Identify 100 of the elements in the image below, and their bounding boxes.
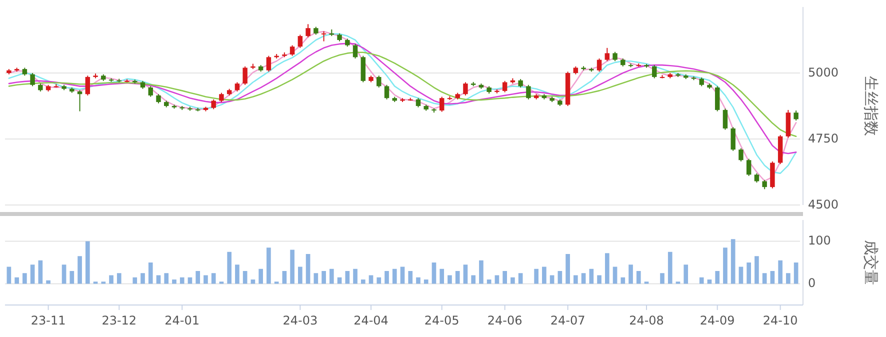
bar <box>132 277 138 284</box>
bar <box>479 260 484 284</box>
bar <box>148 262 153 284</box>
candlestick <box>234 82 240 92</box>
candlestick <box>85 75 90 96</box>
bar <box>329 268 334 284</box>
bar <box>534 268 538 284</box>
candlestick <box>502 80 508 93</box>
bar <box>140 273 145 284</box>
bar <box>46 280 50 284</box>
bar <box>368 275 374 284</box>
bar <box>30 264 35 284</box>
bar <box>156 275 161 284</box>
candlestick <box>463 82 468 96</box>
bar <box>38 260 43 284</box>
candlestick <box>714 86 720 112</box>
bar <box>518 273 523 284</box>
bar <box>400 266 405 284</box>
y-tick-label: 0 <box>808 276 816 290</box>
bar <box>440 268 444 284</box>
bar <box>455 271 460 284</box>
bar <box>109 275 114 284</box>
candlestick <box>30 72 35 87</box>
bar <box>196 271 200 284</box>
bar <box>14 277 19 284</box>
x-tick-label: 24-10 <box>762 313 798 328</box>
bar <box>636 271 641 284</box>
bar <box>486 280 492 284</box>
candlestick <box>596 58 602 72</box>
line-series <box>8 52 797 138</box>
bar <box>612 266 618 284</box>
candlestick <box>352 43 358 59</box>
bar <box>746 262 751 284</box>
bar <box>70 271 74 284</box>
y-axis-title: 生丝指数 <box>862 76 880 136</box>
candlestick <box>526 84 531 100</box>
bar <box>62 264 66 284</box>
candlestick <box>211 98 216 110</box>
candlestick <box>604 47 610 62</box>
bar <box>266 248 271 284</box>
x-tick-label: 24-09 <box>700 313 735 328</box>
candlestick <box>722 108 728 130</box>
x-tick-label: 23-11 <box>30 313 66 328</box>
bar <box>581 273 586 284</box>
x-tick-label: 24-05 <box>424 313 460 328</box>
bar <box>337 277 342 284</box>
bar <box>188 277 192 284</box>
bar <box>550 275 554 284</box>
bar <box>502 271 507 284</box>
bar <box>463 264 468 284</box>
candlestick <box>794 110 798 122</box>
bar <box>172 280 176 284</box>
bar <box>345 271 350 284</box>
bar <box>180 277 184 284</box>
bar <box>668 252 672 284</box>
candlestick <box>376 75 382 88</box>
bar <box>754 256 759 284</box>
candlestick <box>612 51 618 62</box>
bar <box>589 268 594 284</box>
bar <box>78 256 82 284</box>
candlestick <box>439 96 444 112</box>
bar <box>778 260 782 284</box>
bar <box>510 277 515 284</box>
bar <box>290 250 294 284</box>
bar <box>715 271 720 284</box>
bar <box>164 273 169 284</box>
candlestick <box>762 179 767 190</box>
bar <box>298 266 302 284</box>
x-tick-label: 23-12 <box>102 313 137 328</box>
bar <box>360 280 366 284</box>
bar <box>416 277 420 284</box>
candlestick <box>416 98 421 108</box>
bar <box>235 264 240 284</box>
bar <box>604 253 610 284</box>
x-tick-label: 24-06 <box>487 313 522 328</box>
y-tick-label: 4750 <box>808 131 839 146</box>
candlestick <box>242 66 248 86</box>
bar <box>282 271 287 284</box>
candlestick <box>321 30 326 42</box>
candlestick <box>156 94 161 104</box>
candlestick <box>219 92 224 103</box>
bar <box>322 271 326 284</box>
bar <box>770 271 775 284</box>
y-tick-label: 4500 <box>808 197 839 212</box>
x-tick-label: 24-07 <box>550 313 586 328</box>
candlestick <box>652 64 657 79</box>
bar <box>558 271 562 284</box>
candlestick <box>746 158 752 176</box>
bar <box>794 262 798 284</box>
bar <box>6 266 12 284</box>
y-axis-title: 成交量 <box>862 240 880 285</box>
candlestick <box>730 126 736 152</box>
candlestick <box>77 90 82 112</box>
bar <box>684 264 688 284</box>
bar <box>242 271 248 284</box>
bar <box>376 277 382 284</box>
bar <box>85 241 90 284</box>
line-series <box>8 42 797 154</box>
bar <box>250 280 256 284</box>
y-tick-label: 5000 <box>808 65 839 80</box>
